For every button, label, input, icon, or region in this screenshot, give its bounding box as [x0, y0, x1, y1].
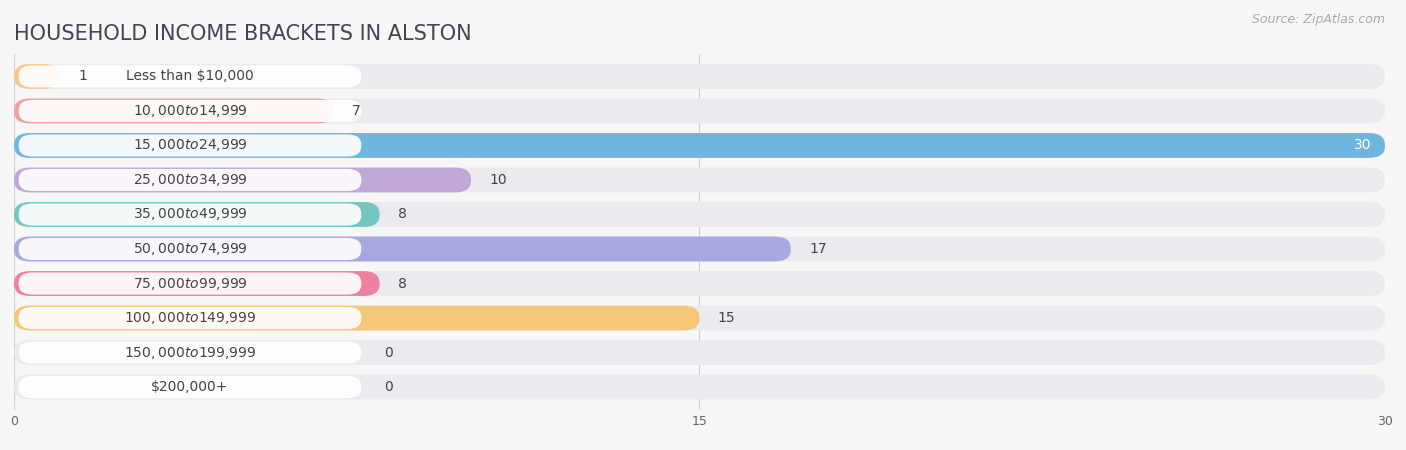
Text: 0: 0 — [384, 380, 392, 394]
FancyBboxPatch shape — [14, 64, 60, 89]
Text: 0: 0 — [384, 346, 392, 360]
FancyBboxPatch shape — [18, 65, 361, 87]
Text: $25,000 to $34,999: $25,000 to $34,999 — [132, 172, 247, 188]
Text: $200,000+: $200,000+ — [152, 380, 229, 394]
FancyBboxPatch shape — [14, 375, 1385, 400]
FancyBboxPatch shape — [14, 306, 1385, 330]
Text: $50,000 to $74,999: $50,000 to $74,999 — [132, 241, 247, 257]
FancyBboxPatch shape — [14, 133, 1385, 158]
FancyBboxPatch shape — [14, 271, 1385, 296]
FancyBboxPatch shape — [18, 307, 361, 329]
FancyBboxPatch shape — [14, 64, 1385, 89]
Text: HOUSEHOLD INCOME BRACKETS IN ALSTON: HOUSEHOLD INCOME BRACKETS IN ALSTON — [14, 24, 471, 44]
Text: 8: 8 — [398, 207, 406, 221]
Text: 10: 10 — [489, 173, 508, 187]
FancyBboxPatch shape — [14, 202, 380, 227]
Text: $10,000 to $14,999: $10,000 to $14,999 — [132, 103, 247, 119]
FancyBboxPatch shape — [18, 203, 361, 225]
FancyBboxPatch shape — [14, 237, 1385, 261]
Text: $150,000 to $199,999: $150,000 to $199,999 — [124, 345, 256, 360]
FancyBboxPatch shape — [18, 342, 361, 364]
Text: $15,000 to $24,999: $15,000 to $24,999 — [132, 137, 247, 153]
FancyBboxPatch shape — [18, 376, 361, 398]
FancyBboxPatch shape — [14, 133, 1385, 158]
Text: 8: 8 — [398, 276, 406, 291]
FancyBboxPatch shape — [14, 340, 1385, 365]
Text: $35,000 to $49,999: $35,000 to $49,999 — [132, 207, 247, 222]
FancyBboxPatch shape — [14, 237, 792, 261]
FancyBboxPatch shape — [14, 167, 471, 193]
Text: $75,000 to $99,999: $75,000 to $99,999 — [132, 275, 247, 292]
Text: $100,000 to $149,999: $100,000 to $149,999 — [124, 310, 256, 326]
Text: 15: 15 — [718, 311, 735, 325]
Text: 17: 17 — [810, 242, 827, 256]
FancyBboxPatch shape — [18, 135, 361, 157]
FancyBboxPatch shape — [14, 167, 1385, 193]
Text: Source: ZipAtlas.com: Source: ZipAtlas.com — [1251, 14, 1385, 27]
Text: 1: 1 — [79, 69, 87, 83]
FancyBboxPatch shape — [14, 99, 335, 123]
FancyBboxPatch shape — [14, 271, 380, 296]
FancyBboxPatch shape — [14, 99, 1385, 123]
FancyBboxPatch shape — [18, 169, 361, 191]
FancyBboxPatch shape — [18, 238, 361, 260]
Text: Less than $10,000: Less than $10,000 — [127, 69, 254, 83]
FancyBboxPatch shape — [14, 202, 1385, 227]
Text: 7: 7 — [353, 104, 361, 118]
Text: 30: 30 — [1354, 139, 1371, 153]
FancyBboxPatch shape — [18, 100, 361, 122]
FancyBboxPatch shape — [18, 273, 361, 295]
FancyBboxPatch shape — [14, 306, 700, 330]
